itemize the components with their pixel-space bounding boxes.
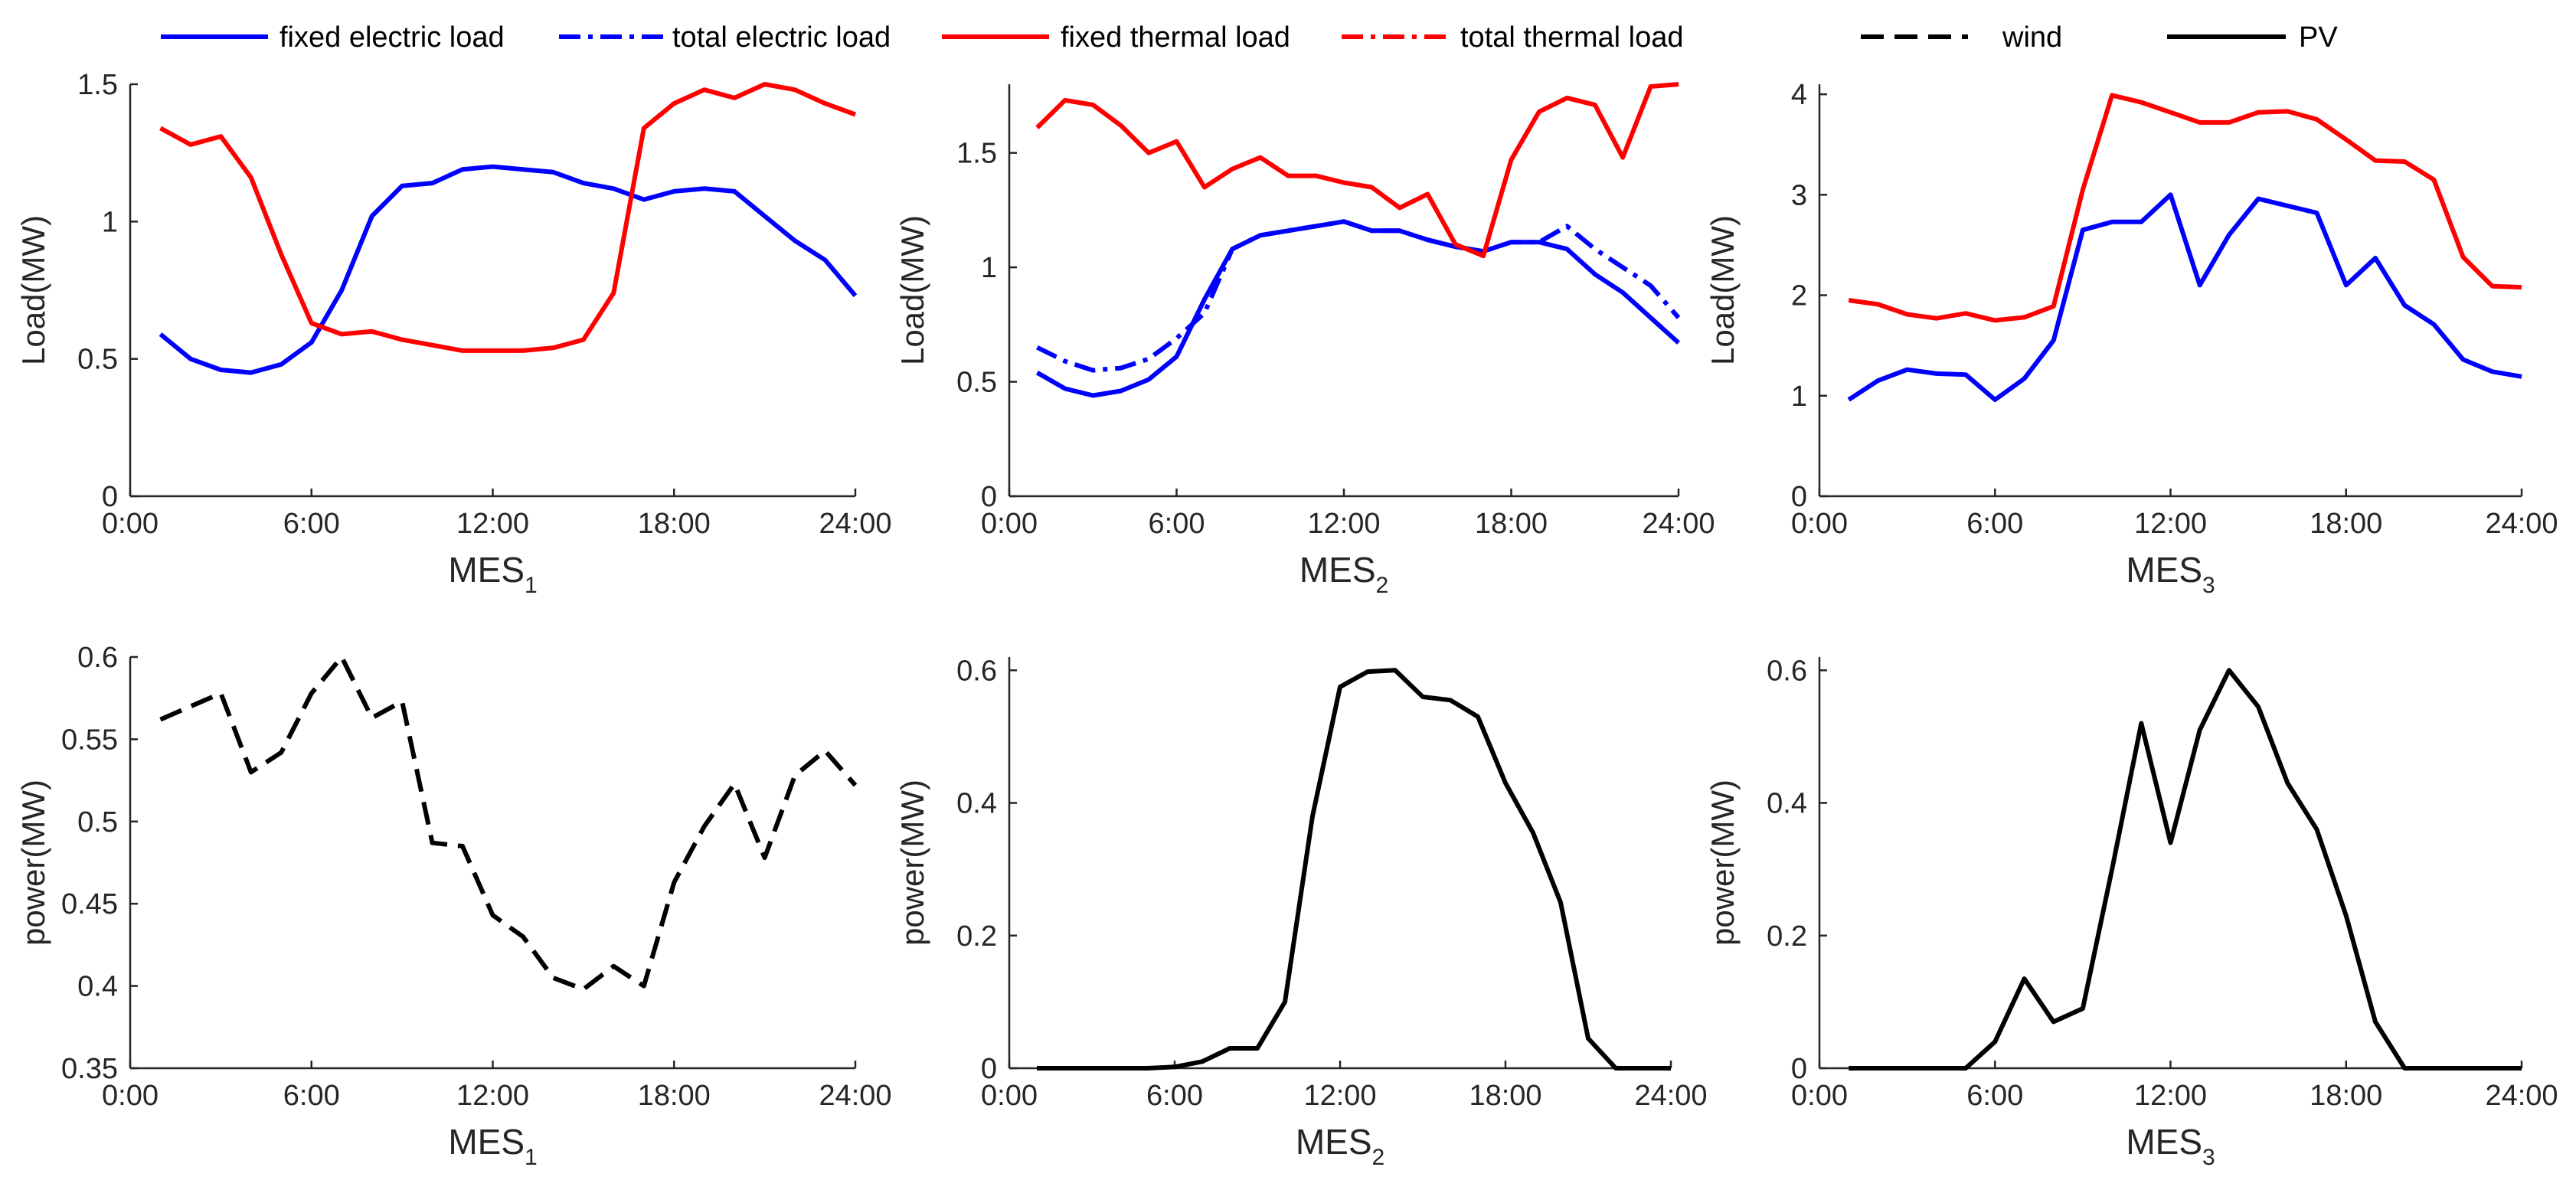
y-axis-label: Load(MW) (1705, 215, 1741, 365)
y-tick-label: 0 (981, 481, 997, 513)
x-tick-label: 0:00 (1791, 1080, 1848, 1112)
y-tick-label: 3 (1791, 179, 1807, 211)
x-tick-label: 12:00 (1307, 508, 1380, 540)
x-tick-label: 18:00 (2310, 1080, 2382, 1112)
chart-panel-5: 0:00 6:00 12:00 18:00 24:00 0 0.2 0.4 0.6 MES2 pow… (894, 655, 1708, 1170)
x-tick-label: 12:00 (456, 508, 529, 540)
x-tick-label: 24:00 (2485, 508, 2558, 540)
x-tick-label: 0:00 (981, 508, 1038, 540)
y-tick-label: 4 (1791, 79, 1807, 111)
x-axis-label: MES2 (1296, 1122, 1384, 1170)
series-line-pv (1849, 668, 2522, 1071)
chart-panel-6: 0:00 6:00 12:00 18:00 24:00 0 0.2 0.4 0.6 MES3 pow… (1705, 655, 2558, 1170)
x-tick-label: 12:00 (2134, 1080, 2207, 1112)
x-tick-label: 18:00 (638, 1080, 711, 1112)
y-tick-label: 0 (102, 481, 118, 513)
x-tick-label: 6:00 (1966, 1080, 2023, 1112)
y-tick-label: 0.5 (77, 806, 118, 839)
x-tick-label: 6:00 (283, 508, 340, 540)
x-axis-label: MES2 (1299, 550, 1388, 598)
legend-entry-total-thermal-load: total thermal load (1342, 21, 1684, 54)
y-tick-label: 0.35 (61, 1053, 118, 1085)
chart-panel-4: 0:00 6:00 12:00 18:00 24:00 0.35 0.4 0.45 0.5 0.5… (15, 642, 892, 1170)
x-tick-label: 18:00 (638, 508, 711, 540)
series-line-fixed-thermal-load (159, 82, 857, 353)
series-line-pv (1037, 668, 1671, 1071)
legend-entry-fixed-electric-load: fixed electric load (161, 21, 505, 54)
series-line-fixed-thermal-load (1035, 82, 1679, 259)
x-axis-label: MES1 (448, 550, 537, 598)
legend-label: PV (2299, 21, 2338, 54)
x-tick-label: 0:00 (1791, 508, 1848, 540)
y-tick-label: 0.2 (1767, 920, 1807, 953)
chart-panel-2: 0:00 6:00 12:00 18:00 24:00 0 0.5 1 1.5 MES2 Load(… (894, 82, 1715, 598)
y-tick-label: 0.45 (61, 888, 118, 920)
legend-label: total electric load (672, 21, 891, 54)
y-tick-label: 0.5 (956, 367, 997, 399)
series-line-total-electric-load (1036, 219, 1681, 373)
x-tick-label: 0:00 (102, 1080, 159, 1112)
y-tick-label: 0.4 (956, 788, 997, 820)
y-tick-label: 1 (981, 252, 997, 284)
y-tick-label: 0.6 (1767, 655, 1807, 687)
legend-label: fixed electric load (280, 21, 505, 54)
legend-label: wind (2002, 21, 2062, 54)
y-tick-label: 2 (1791, 280, 1807, 312)
x-tick-label: 24:00 (819, 508, 891, 540)
series-line-fixed-electric-load (1035, 219, 1681, 398)
legend-label: total thermal load (1460, 21, 1684, 54)
y-axis-label: Load(MW) (894, 215, 930, 365)
x-axis-label: MES3 (2126, 550, 2215, 598)
x-tick-label: 24:00 (819, 1080, 891, 1112)
x-tick-label: 12:00 (456, 1080, 529, 1112)
legend-label: fixed thermal load (1061, 21, 1290, 54)
x-tick-label: 18:00 (2310, 508, 2382, 540)
y-tick-label: 0.5 (77, 344, 118, 376)
x-tick-label: 6:00 (1966, 508, 2023, 540)
chart-panel-1: 0:00 6:00 12:00 18:00 24:00 0 0.5 1 1.5 MES1 Load(… (15, 69, 892, 598)
y-tick-label: 0.4 (77, 971, 118, 1003)
x-tick-label: 12:00 (2134, 508, 2207, 540)
x-tick-label: 0:00 (981, 1080, 1038, 1112)
y-axis-label: Load(MW) (15, 215, 51, 365)
x-tick-label: 6:00 (283, 1080, 340, 1112)
y-tick-label: 0.4 (1767, 788, 1807, 820)
legend: fixed electric load total electric load … (161, 21, 2338, 54)
y-tick-label: 0.2 (956, 920, 997, 953)
y-tick-label: 0 (1791, 1053, 1807, 1085)
legend-entry-fixed-thermal-load: fixed thermal load (942, 21, 1290, 54)
y-axis-label: power(MW) (894, 780, 930, 946)
x-axis-label: MES3 (2126, 1122, 2215, 1170)
y-tick-label: 1.5 (956, 138, 997, 170)
legend-entry-total-electric-load: total electric load (559, 21, 891, 54)
x-tick-label: 6:00 (1149, 508, 1205, 540)
y-tick-label: 0.6 (77, 642, 118, 674)
y-tick-label: 0.55 (61, 724, 118, 756)
series-line-fixed-electric-load (159, 164, 858, 375)
y-axis-label: power(MW) (1705, 780, 1741, 946)
y-tick-label: 1.5 (77, 69, 118, 101)
x-tick-label: 12:00 (1303, 1080, 1376, 1112)
x-tick-label: 18:00 (1469, 1080, 1541, 1112)
x-tick-label: 24:00 (1642, 508, 1715, 540)
legend-entry-wind: wind (1861, 21, 2062, 54)
x-tick-label: 6:00 (1146, 1080, 1203, 1112)
x-tick-label: 24:00 (2485, 1080, 2558, 1112)
x-tick-label: 24:00 (1634, 1080, 1707, 1112)
y-tick-label: 0.6 (956, 655, 997, 687)
y-axis-label: power(MW) (15, 780, 51, 946)
y-tick-label: 0 (981, 1053, 997, 1085)
series-line-wind (159, 655, 858, 992)
y-tick-label: 0 (1791, 481, 1807, 513)
x-tick-label: 0:00 (102, 508, 159, 540)
y-tick-label: 1 (102, 206, 118, 238)
series-line-fixed-thermal-load (1848, 93, 2522, 323)
legend-entry-pv: PV (2167, 21, 2338, 54)
chart-panel-3: 0:00 6:00 12:00 18:00 24:00 0 1 2 3 4 MES3 Load(MW) (1705, 79, 2558, 598)
x-axis-label: MES1 (448, 1122, 537, 1170)
y-tick-label: 1 (1791, 381, 1807, 413)
x-tick-label: 18:00 (1475, 508, 1548, 540)
series-line-fixed-electric-load (1847, 192, 2522, 402)
